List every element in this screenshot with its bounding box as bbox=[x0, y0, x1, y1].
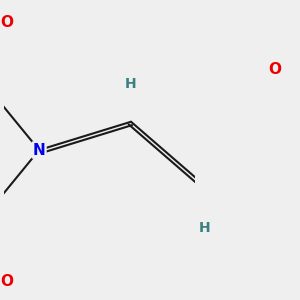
Text: O: O bbox=[269, 62, 282, 77]
Text: O: O bbox=[0, 274, 13, 289]
Text: H: H bbox=[125, 76, 137, 91]
Text: O: O bbox=[0, 15, 13, 30]
Text: H: H bbox=[199, 221, 210, 235]
Text: N: N bbox=[33, 142, 46, 158]
